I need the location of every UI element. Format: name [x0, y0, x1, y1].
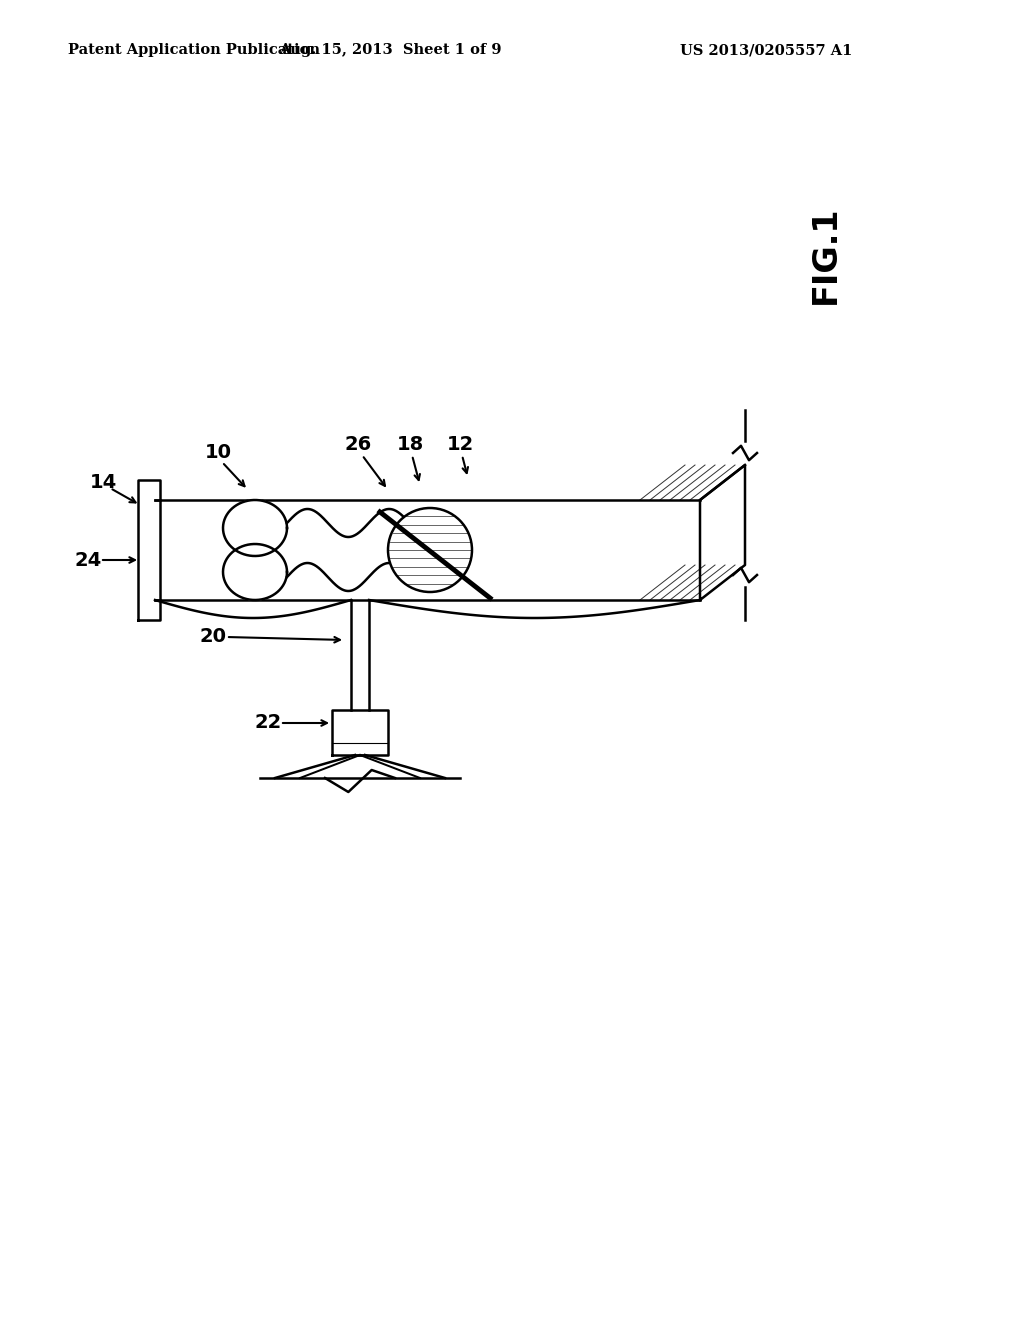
- Polygon shape: [700, 465, 745, 601]
- Text: 22: 22: [254, 714, 282, 733]
- Text: FIG.1: FIG.1: [809, 206, 842, 304]
- Text: 20: 20: [200, 627, 226, 647]
- Text: 14: 14: [89, 473, 117, 491]
- Polygon shape: [223, 544, 287, 601]
- Text: 12: 12: [446, 436, 474, 454]
- Text: 26: 26: [344, 436, 372, 454]
- Polygon shape: [155, 500, 700, 601]
- Circle shape: [388, 508, 472, 591]
- Text: 18: 18: [396, 436, 424, 454]
- Polygon shape: [223, 500, 287, 556]
- Text: Aug. 15, 2013  Sheet 1 of 9: Aug. 15, 2013 Sheet 1 of 9: [279, 44, 502, 57]
- Text: 24: 24: [75, 550, 101, 569]
- Text: US 2013/0205557 A1: US 2013/0205557 A1: [680, 44, 852, 57]
- Polygon shape: [332, 710, 388, 755]
- Text: 10: 10: [205, 442, 231, 462]
- Text: Patent Application Publication: Patent Application Publication: [68, 44, 319, 57]
- Polygon shape: [138, 480, 160, 620]
